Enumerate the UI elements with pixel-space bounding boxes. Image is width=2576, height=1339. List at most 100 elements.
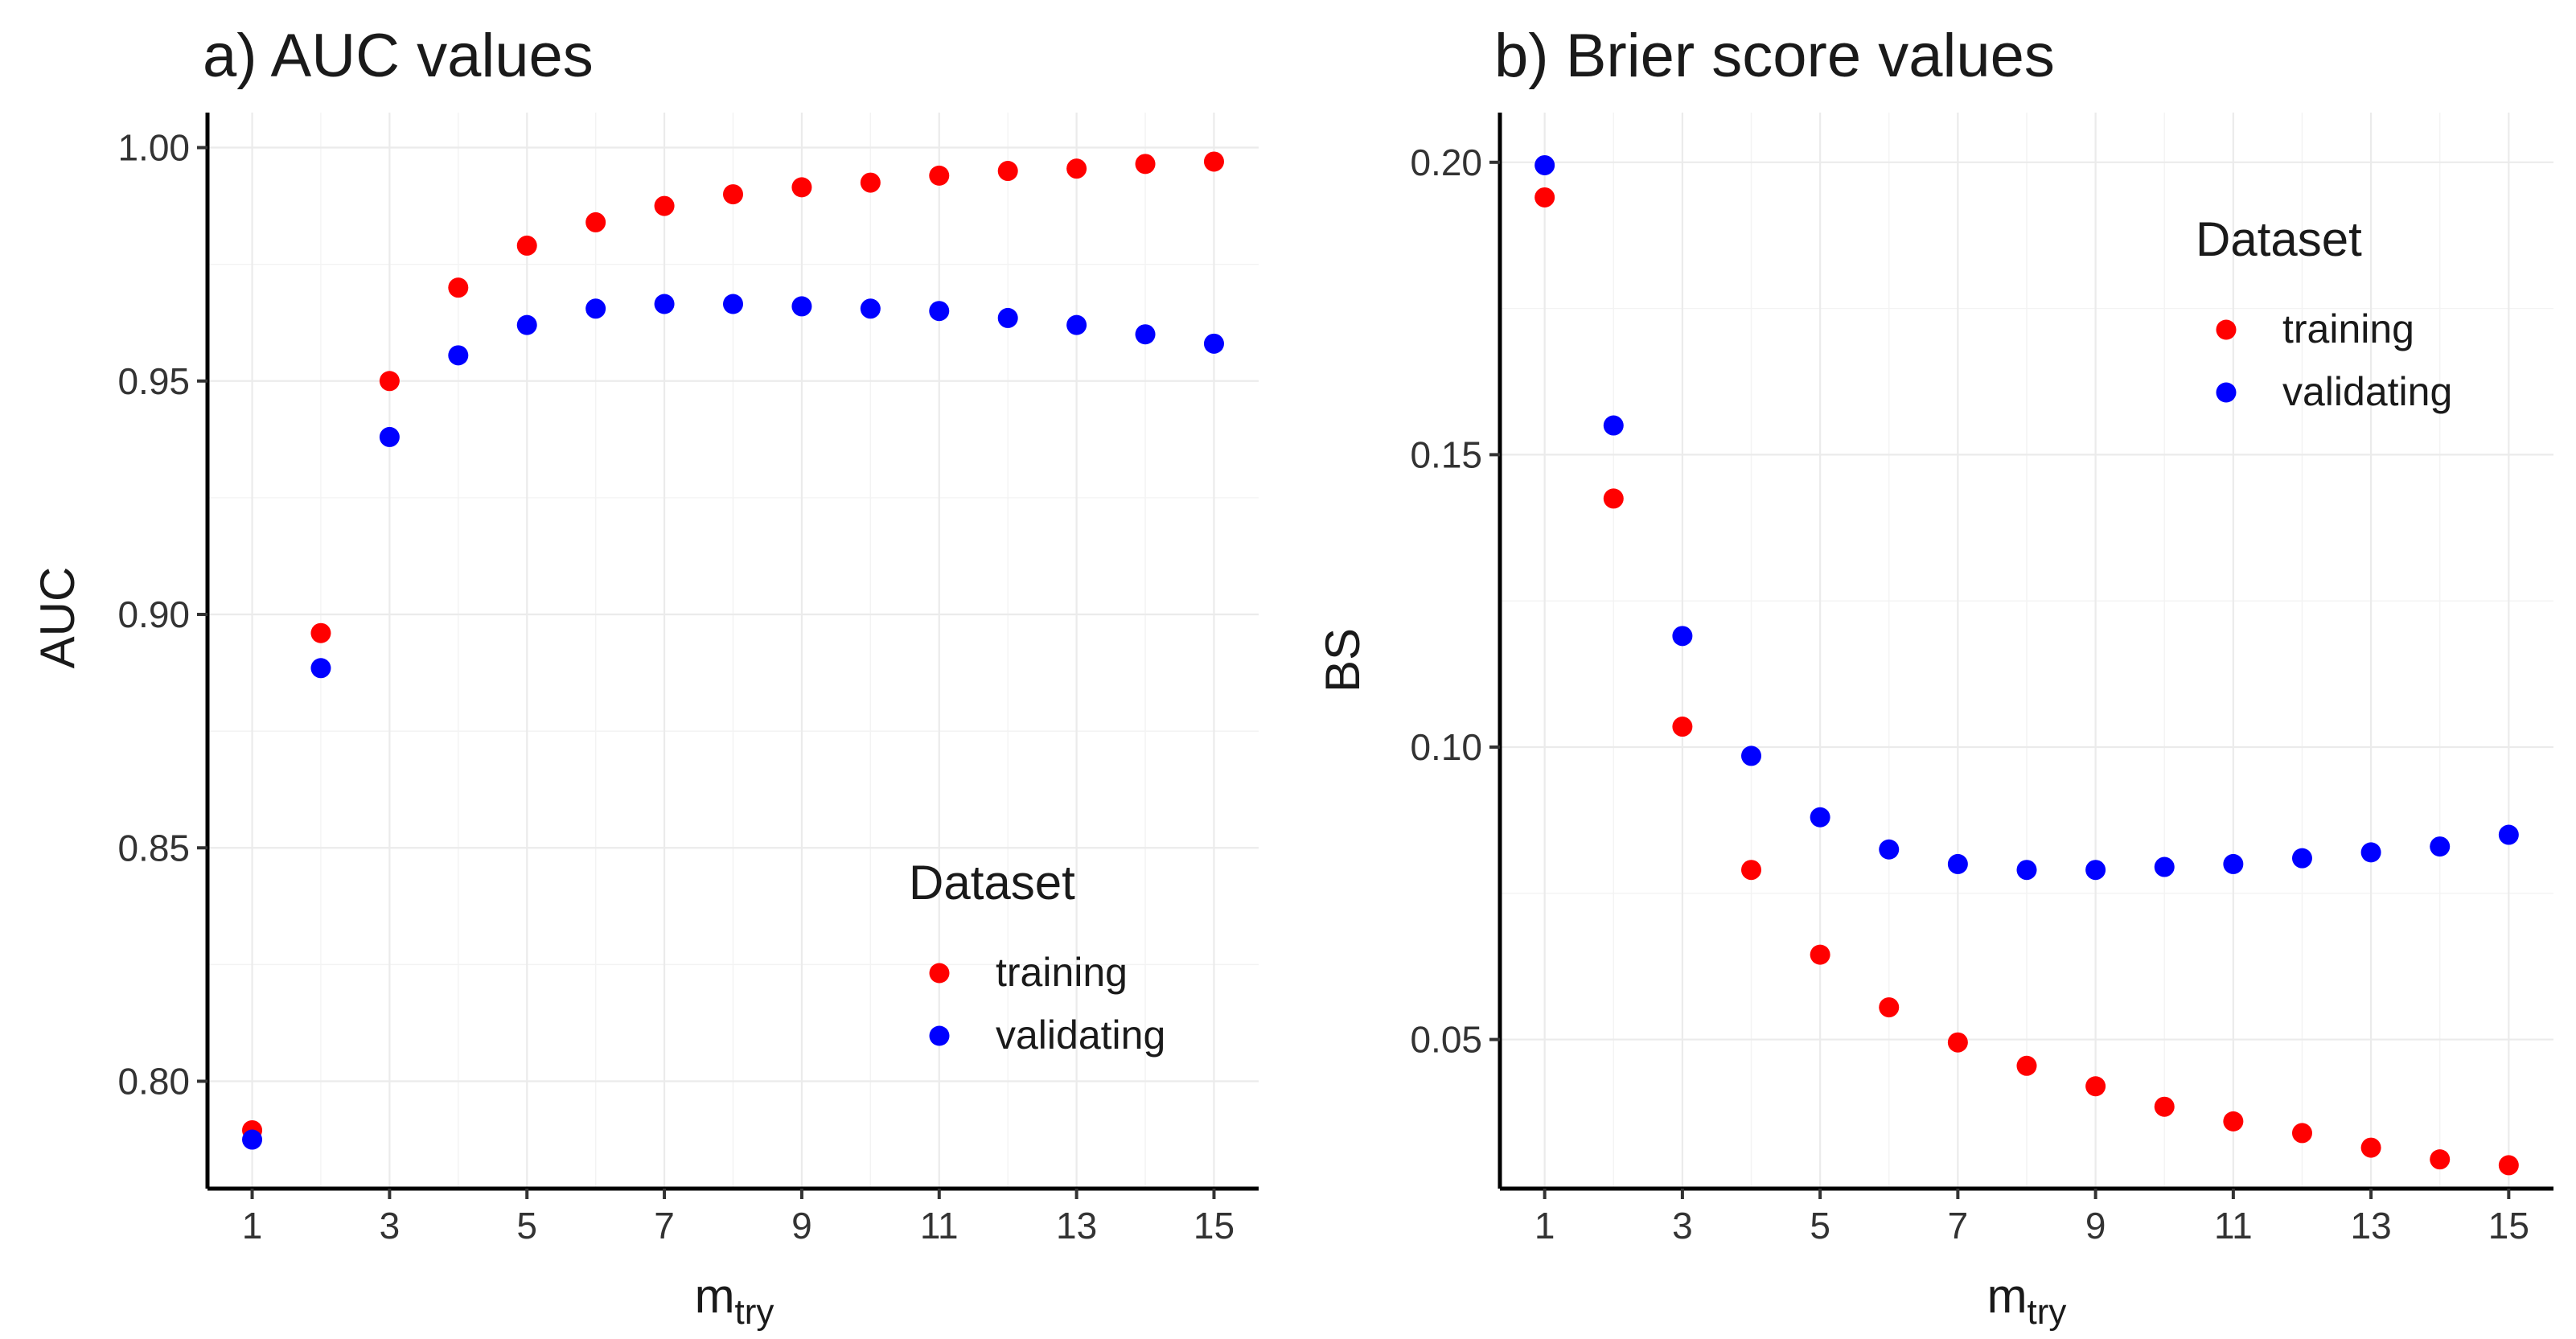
panel-a-point-validating — [1203, 333, 1224, 354]
panel-a-point-training — [1203, 151, 1224, 172]
panel-b-point-training — [2016, 1055, 2037, 1076]
panel-a-point-validating — [242, 1129, 263, 1150]
panel-a-point-training — [654, 195, 675, 216]
panel-b-point-training — [2360, 1137, 2381, 1158]
panel-b-point-training — [1810, 944, 1830, 965]
panel-b-point-training — [2154, 1096, 2175, 1117]
panel-b-point-training — [1672, 717, 1693, 737]
panel-b-x-tick-label: 3 — [1672, 1205, 1693, 1247]
panel-b-point-validating — [1947, 853, 1968, 874]
panel-b-y-tick-label: 0.15 — [1410, 433, 1482, 475]
panel-b-point-training — [2223, 1111, 2244, 1132]
panel-b-point-validating — [2498, 824, 2519, 845]
panel-a-x-axis-title-subscript: try — [735, 1292, 774, 1332]
panel-b-y-tick-label: 0.05 — [1410, 1019, 1482, 1061]
panel-a-legend-key-validating — [929, 1025, 950, 1046]
panel-b-legend-label-validating: validating — [2282, 369, 2452, 414]
panel-b-y-tick-label: 0.10 — [1410, 726, 1482, 768]
panel-a-point-training — [1135, 154, 1156, 175]
panel-a-point-validating — [310, 658, 331, 679]
panel-b-point-training — [1603, 488, 1624, 509]
panel-a-point-validating — [791, 296, 812, 317]
panel-a-point-training — [379, 371, 400, 392]
panel-b-point-validating — [1879, 839, 1900, 860]
panel-a-point-training — [997, 161, 1018, 182]
panel-b-point-validating — [2016, 860, 2037, 881]
panel-b-grid — [1500, 113, 2553, 1189]
panel-b-point-validating — [2430, 836, 2451, 857]
panel-b-y-axis-title: BS — [1316, 628, 1370, 692]
panel-b-point-validating — [2154, 856, 2175, 877]
panel-a-point-validating — [379, 426, 400, 447]
panel-b-point-validating — [1603, 415, 1624, 436]
panel-b-point-validating — [1672, 626, 1693, 647]
panel-b-point-validating — [1741, 745, 1762, 766]
panel-a-legend-key-training — [929, 963, 950, 984]
panel-a-legend-label-training: training — [996, 950, 1128, 995]
panel-a-point-training — [791, 177, 812, 198]
panel-a-x-tick-label: 13 — [1056, 1205, 1097, 1247]
panel-a-point-validating — [1066, 314, 1087, 335]
panel-a-point-validating — [516, 314, 537, 335]
panel-a-point-validating — [860, 298, 881, 319]
panel-b-x-tick-label: 11 — [2214, 1205, 2253, 1247]
panel-b-point-training — [2085, 1076, 2106, 1097]
panel-a-legend: Dataset training validating — [909, 856, 1165, 1058]
panel-a-y-tick-label: 0.95 — [117, 360, 190, 402]
panel-a-x-tick-label: 7 — [654, 1205, 675, 1247]
panel-b-legend-key-validating — [2216, 382, 2237, 403]
panel-a-axes: 1 3 5 7 9 11 13 150.800.850.900.951.00 — [117, 113, 1259, 1247]
panel-b-x-tick-label: 5 — [1810, 1205, 1830, 1247]
panel-a-point-validating — [448, 345, 469, 366]
panel-a-legend-title: Dataset — [909, 856, 1075, 910]
panel-a-point-validating — [654, 294, 675, 314]
panel-a-point-training — [1066, 158, 1087, 179]
panel-b-axes: 1 3 5 7 9 11 13 150.050.100.150.20 — [1410, 113, 2553, 1247]
panel-a-point-training — [448, 277, 469, 298]
panel-b-x-axis-title-subscript: try — [2028, 1292, 2067, 1332]
panel-b-point-training — [2291, 1123, 2312, 1144]
panel-a-point-training — [516, 235, 537, 256]
panel-a-x-tick-label: 11 — [920, 1205, 959, 1247]
panel-a-legend-label-validating: validating — [996, 1012, 1165, 1058]
panel-b-point-validating — [1810, 807, 1830, 828]
panel-b-point-validating — [2291, 848, 2312, 869]
panel-a-auc: a) AUC values 1 3 5 7 9 11 13 150.800.850.900.9… — [31, 22, 1259, 1332]
panel-a-points — [242, 151, 1224, 1150]
panel-a-point-validating — [585, 298, 606, 319]
panel-b-point-training — [1535, 187, 1555, 207]
panel-b-legend-label-training: training — [2282, 306, 2414, 351]
panel-a-point-training — [929, 165, 950, 186]
panel-a-point-validating — [1135, 324, 1156, 345]
panel-b-x-tick-label: 1 — [1535, 1205, 1555, 1247]
panel-a-y-tick-label: 0.80 — [117, 1060, 190, 1102]
panel-b-legend-title: Dataset — [2196, 212, 2362, 266]
panel-b-x-tick-label: 7 — [1948, 1205, 1969, 1247]
panel-b-point-validating — [2085, 860, 2106, 881]
panel-b-x-tick-label: 9 — [2085, 1205, 2106, 1247]
panel-b-points — [1535, 154, 2519, 1176]
panel-a-x-tick-label: 9 — [791, 1205, 812, 1247]
panel-a-x-tick-label: 15 — [1194, 1205, 1235, 1247]
panel-b-point-training — [2498, 1155, 2519, 1176]
panel-a-y-axis-title: AUC — [31, 567, 84, 669]
panel-a-point-training — [585, 212, 606, 232]
panel-b-legend-key-training — [2216, 319, 2237, 340]
panel-a-point-validating — [929, 301, 950, 322]
panel-a-point-training — [860, 172, 881, 193]
panel-b-brier-score: b) Brier score values 1 3 5 7 9 11 13 150.050.1… — [1316, 22, 2553, 1332]
panel-a-y-tick-label: 1.00 — [117, 127, 190, 169]
panel-a-grid — [207, 113, 1259, 1189]
panel-b-legend: Dataset training validating — [2196, 212, 2452, 414]
panel-a-x-axis-title: mtry — [695, 1269, 774, 1332]
panel-b-point-validating — [1535, 154, 1555, 175]
panel-a-x-tick-label: 3 — [380, 1205, 401, 1247]
panel-b-point-training — [1947, 1032, 1968, 1053]
panel-a-point-training — [723, 184, 743, 205]
panel-b-point-training — [1879, 997, 1900, 1018]
panel-b-point-training — [2430, 1149, 2451, 1170]
panel-a-y-tick-label: 0.90 — [117, 594, 190, 635]
panel-b-x-tick-label: 13 — [2351, 1205, 2392, 1247]
panel-b-title: b) Brier score values — [1494, 22, 2055, 90]
